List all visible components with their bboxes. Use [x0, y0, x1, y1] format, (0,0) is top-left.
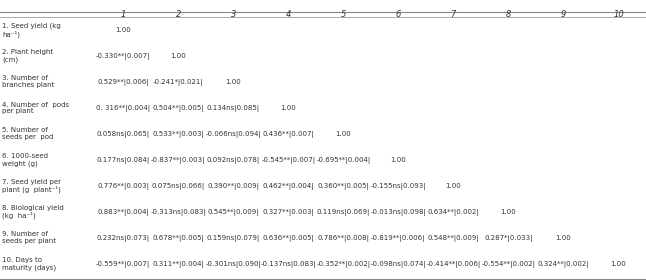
Text: 0.324**|0.002|: 0.324**|0.002|: [537, 260, 589, 267]
Text: 2: 2: [176, 10, 181, 19]
Text: 1.00: 1.00: [610, 261, 627, 267]
Text: 0.548**|0.009|: 0.548**|0.009|: [428, 235, 479, 241]
Text: -0.313ns|0.083|: -0.313ns|0.083|: [151, 209, 206, 216]
Text: -0.819**|0.006|: -0.819**|0.006|: [371, 235, 426, 241]
Text: -0.013ns|0.098|: -0.013ns|0.098|: [370, 209, 426, 216]
Text: 0.436**|0.007|: 0.436**|0.007|: [262, 130, 314, 137]
Text: 1.00: 1.00: [446, 183, 461, 189]
Text: 0.232ns|0.073|: 0.232ns|0.073|: [96, 235, 150, 241]
Text: 0.360**|0.005|: 0.360**|0.005|: [317, 183, 370, 190]
Text: -0.559**|0.007|: -0.559**|0.007|: [96, 260, 151, 267]
Text: -0.137ns|0.083|: -0.137ns|0.083|: [260, 260, 316, 267]
Text: 1: 1: [120, 10, 126, 19]
Text: 1.00: 1.00: [280, 105, 296, 111]
Text: 9: 9: [561, 10, 566, 19]
Text: 6. 1000-seed
weight (g): 6. 1000-seed weight (g): [2, 153, 48, 167]
Text: 0.092ns|0.078|: 0.092ns|0.078|: [207, 157, 260, 164]
Text: 0.177ns|0.084|: 0.177ns|0.084|: [96, 157, 150, 164]
Text: 1.00: 1.00: [171, 53, 186, 59]
Text: 0.634**|0.002|: 0.634**|0.002|: [428, 209, 479, 216]
Text: -0.414**|0.006|: -0.414**|0.006|: [426, 260, 481, 267]
Text: -0.837**|0.003|: -0.837**|0.003|: [151, 157, 205, 164]
Text: 0.058ns|0.065|: 0.058ns|0.065|: [96, 130, 150, 137]
Text: 10. Days to
maturity (days): 10. Days to maturity (days): [2, 257, 56, 271]
Text: 0.533**|0.003|: 0.533**|0.003|: [152, 130, 204, 137]
Text: 3: 3: [231, 10, 236, 19]
Text: 0.504**|0.005|: 0.504**|0.005|: [152, 104, 204, 111]
Text: 6: 6: [395, 10, 401, 19]
Text: 8: 8: [506, 10, 511, 19]
Text: 0.786**|0.008|: 0.786**|0.008|: [317, 235, 370, 241]
Text: 2. Plant height
(cm): 2. Plant height (cm): [2, 49, 53, 63]
Text: 1.00: 1.00: [501, 209, 516, 215]
Text: 1.00: 1.00: [115, 27, 131, 33]
Text: 0.327**|0.003|: 0.327**|0.003|: [262, 209, 314, 216]
Text: 9. Number of
seeds per plant: 9. Number of seeds per plant: [2, 232, 56, 244]
Text: 0.075ns|0.066|: 0.075ns|0.066|: [152, 183, 205, 190]
Text: -0.241*|0.021|: -0.241*|0.021|: [153, 78, 203, 85]
Text: 0.462**|0.004|: 0.462**|0.004|: [262, 183, 314, 190]
Text: 1. Seed yield (kg
ha⁻¹): 1. Seed yield (kg ha⁻¹): [2, 22, 61, 38]
Text: 1.00: 1.00: [335, 131, 351, 137]
Text: 0.390**|0.009|: 0.390**|0.009|: [207, 183, 259, 190]
Text: 0. 316**|0.004|: 0. 316**|0.004|: [96, 104, 150, 111]
Text: 1.00: 1.00: [556, 235, 571, 241]
Text: 5. Number of
seeds per  pod: 5. Number of seeds per pod: [2, 127, 54, 141]
Text: 0.636**|0.005|: 0.636**|0.005|: [262, 235, 314, 241]
Text: 0.529**|0.006|: 0.529**|0.006|: [98, 78, 149, 85]
Text: 0.287*|0.033|: 0.287*|0.033|: [484, 235, 533, 241]
Text: 7. Seed yield per
plant (g  plant⁻¹): 7. Seed yield per plant (g plant⁻¹): [2, 179, 61, 193]
Text: 0.159ns|0.079|: 0.159ns|0.079|: [207, 235, 260, 241]
Text: 0.678**|0.005|: 0.678**|0.005|: [152, 235, 204, 241]
Text: -0.695**|0.004|: -0.695**|0.004|: [316, 157, 370, 164]
Text: 8. Biological yield
(kg  ha⁻¹): 8. Biological yield (kg ha⁻¹): [2, 205, 64, 219]
Text: -0.301ns|0.090|: -0.301ns|0.090|: [205, 260, 261, 267]
Text: 5: 5: [340, 10, 346, 19]
Text: 4: 4: [286, 10, 291, 19]
Text: 0.134ns|0.085|: 0.134ns|0.085|: [207, 104, 260, 111]
Text: -0.066ns|0.094|: -0.066ns|0.094|: [205, 130, 261, 137]
Text: 3. Number of
branches plant: 3. Number of branches plant: [2, 76, 54, 88]
Text: -0.155ns|0.093|: -0.155ns|0.093|: [371, 183, 426, 190]
Text: 7: 7: [451, 10, 456, 19]
Text: -0.545**|0.007|: -0.545**|0.007|: [261, 157, 315, 164]
Text: 0.776**|0.003|: 0.776**|0.003|: [97, 183, 149, 190]
Text: 0.883**|0.004|: 0.883**|0.004|: [97, 209, 149, 216]
Text: 1.00: 1.00: [225, 79, 241, 85]
Text: -0.554**|0.002|: -0.554**|0.002|: [481, 260, 536, 267]
Text: 4. Number of  pods
per plant: 4. Number of pods per plant: [2, 102, 69, 115]
Text: -0.352**|0.002|: -0.352**|0.002|: [317, 260, 370, 267]
Text: 1.00: 1.00: [390, 157, 406, 163]
Text: 10: 10: [613, 10, 624, 19]
Text: 0.311**|0.004|: 0.311**|0.004|: [152, 260, 204, 267]
Text: -0.098ns|0.074|: -0.098ns|0.074|: [370, 260, 426, 267]
Text: -0.330**|0.007|: -0.330**|0.007|: [96, 53, 151, 60]
Text: 0.545**|0.009|: 0.545**|0.009|: [207, 209, 259, 216]
Text: 0.119ns|0.069|: 0.119ns|0.069|: [317, 209, 370, 216]
